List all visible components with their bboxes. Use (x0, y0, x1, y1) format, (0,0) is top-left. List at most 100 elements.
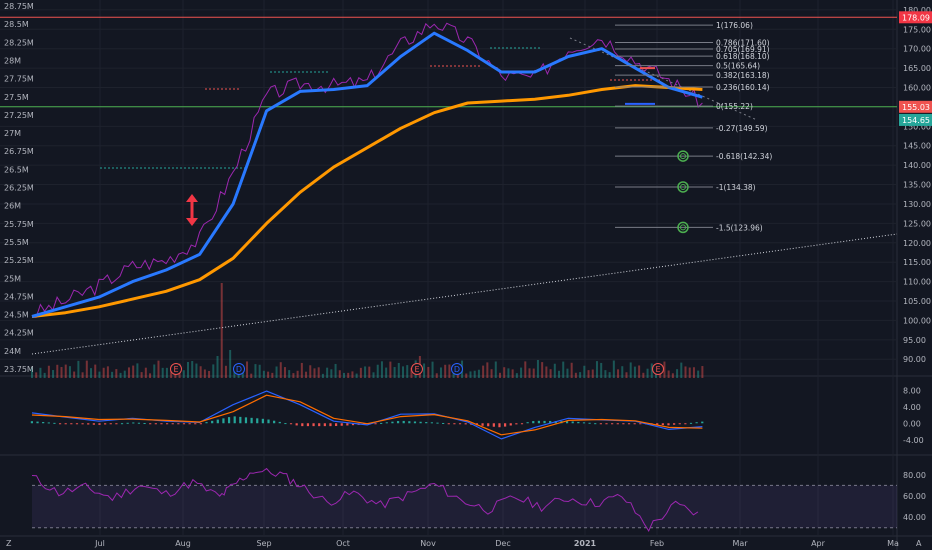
volume-bar (435, 373, 438, 378)
volume-bar (60, 367, 63, 378)
volume-bar (127, 367, 130, 378)
left-axis-label: 25.25M (4, 256, 34, 265)
macd-hist-bar (104, 423, 107, 425)
volume-bar (246, 361, 249, 378)
macd-hist-bar (205, 422, 208, 424)
left-axis-label: 27.25M (4, 111, 34, 120)
left-axis-label: 28M (4, 56, 21, 65)
macd-hist-bar (661, 423, 664, 426)
time-axis-label: Dec (495, 539, 510, 548)
volume-bar (334, 363, 337, 378)
volume-bar (68, 366, 71, 378)
macd-hist-bar (678, 423, 681, 425)
macd-hist-bar (616, 423, 619, 425)
macd-hist-bar (278, 421, 281, 424)
volume-bar (427, 366, 430, 378)
macd-hist-bar (267, 419, 270, 424)
left-axis-label: 26M (4, 202, 21, 211)
macd-tick-label: 4.00 (903, 403, 921, 412)
macd-hist-bar (92, 423, 95, 425)
target-marker-inner (680, 153, 686, 160)
price-tick-label: 130.00 (903, 200, 931, 209)
event-marker-label: D (236, 365, 242, 374)
event-marker-circle (652, 363, 664, 375)
macd-hist-bar (64, 423, 67, 425)
time-axis-label: 2021 (574, 539, 597, 548)
volume-bar (663, 361, 666, 378)
macd-hist-bar (98, 423, 101, 425)
price-tick-label: 160.00 (903, 84, 931, 93)
volume-bar (587, 370, 590, 378)
left-axis-label: 27.5M (4, 93, 29, 102)
price-tick-label: 135.00 (903, 181, 931, 190)
volume-bar (81, 372, 84, 378)
event-marker-label: E (414, 365, 419, 374)
current-price-tag: 155.03 (902, 103, 930, 112)
target-marker (677, 181, 689, 193)
volume-bar (494, 361, 497, 378)
macd-hist-bar (227, 417, 231, 424)
price-tick-label: 145.00 (903, 142, 931, 151)
price-tick-label: 125.00 (903, 219, 931, 228)
macd-hist-bar (188, 423, 191, 425)
macd-hist-bar (126, 422, 129, 424)
macd-hist-bar (537, 420, 541, 424)
volume-bar (43, 372, 46, 378)
fib-level-label: 0.705(169.91) (716, 45, 770, 54)
event-marker-E[interactable]: E (170, 363, 182, 375)
macd-hist-bar (306, 423, 310, 427)
macd-hist-bar (351, 423, 355, 426)
auto-scale-button: A (916, 539, 922, 548)
left-axis-label: 24M (4, 347, 21, 356)
move-arrow-head-up (186, 194, 198, 202)
left-axis-label: 25M (4, 274, 21, 283)
rsi-tick-label: 60.00 (903, 492, 926, 501)
volume-bar (574, 372, 577, 378)
price-tags: 178.09 155.03 154.65 (899, 11, 932, 126)
volume-bar (486, 362, 489, 378)
volume-bar (385, 367, 388, 378)
volume-bar (469, 371, 472, 378)
volume-bar (604, 370, 607, 378)
volume-bar (676, 369, 679, 378)
event-marker-D[interactable]: D (451, 363, 463, 375)
event-marker-D[interactable]: D (233, 363, 245, 375)
resistance-price-tag: 178.09 (902, 13, 930, 22)
volume-bar (595, 361, 598, 378)
macd-hist-bar (453, 423, 456, 425)
event-marker-label: E (655, 365, 660, 374)
volume-bar (111, 371, 114, 378)
macd-hist-bar (684, 423, 687, 425)
macd-hist-bar (543, 420, 546, 424)
volume-bar (359, 367, 362, 378)
volume-bar (64, 364, 67, 378)
macd-hist-bar (211, 420, 214, 424)
price-tick-label: 170.00 (903, 45, 931, 54)
macd-hist-bar (284, 423, 287, 425)
volume-bar (216, 356, 219, 378)
macd-hist-bar (363, 423, 366, 425)
macd-hist-bar (137, 422, 141, 424)
volume-bar (330, 369, 333, 378)
macd-hist-bar (149, 423, 152, 425)
volume-bar (338, 370, 341, 378)
event-marker-E[interactable]: E (411, 363, 423, 375)
macd-hist-bar (571, 421, 574, 424)
volume-bar (123, 370, 126, 378)
event-marker-E[interactable]: E (652, 363, 664, 375)
macd-hist-bar (143, 423, 146, 425)
volume-bar (182, 370, 185, 378)
volume-bar (465, 373, 468, 378)
volume-bar (39, 367, 42, 378)
macd-hist-bar (109, 423, 112, 425)
volume-bar (452, 371, 455, 378)
macd-hist-bar (419, 421, 422, 424)
event-marker-circle (411, 363, 423, 375)
drawing-overlays (0, 16, 898, 355)
volume-bar (520, 367, 523, 378)
volume-bar (309, 365, 312, 378)
